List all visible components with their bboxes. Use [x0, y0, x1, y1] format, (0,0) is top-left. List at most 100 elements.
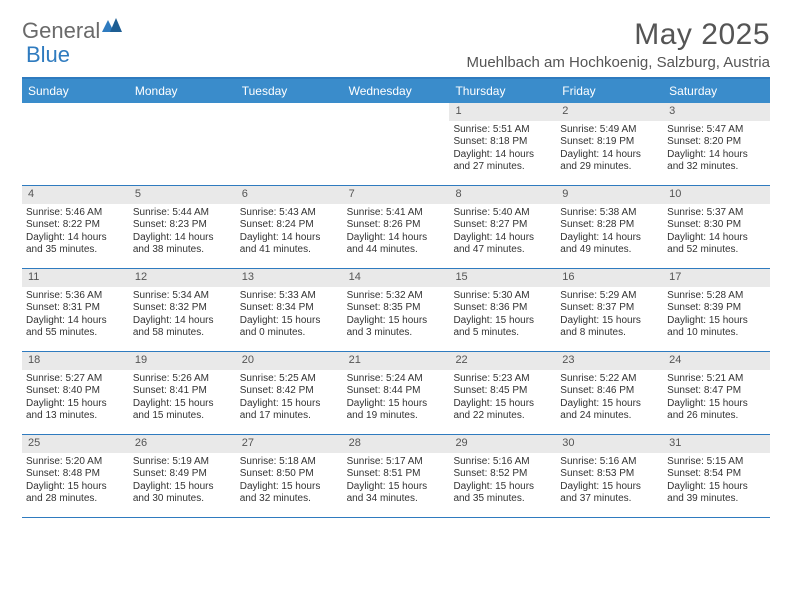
dow-wed: Wednesday	[343, 79, 450, 103]
header: General May 2025 Muehlbach am Hochkoenig…	[22, 18, 770, 71]
day-number: 8	[449, 186, 556, 204]
sunset-text: Sunset: 8:24 PM	[236, 219, 343, 232]
day-number: 4	[22, 186, 129, 204]
daylight-text: Daylight: 15 hours and 30 minutes.	[129, 481, 236, 506]
daylight-text: Daylight: 14 hours and 27 minutes.	[449, 149, 556, 174]
day-cell: 19Sunrise: 5:26 AMSunset: 8:41 PMDayligh…	[129, 352, 236, 434]
sunrise-text: Sunrise: 5:29 AM	[556, 290, 663, 303]
day-cell: 26Sunrise: 5:19 AMSunset: 8:49 PMDayligh…	[129, 435, 236, 517]
day-number: 6	[236, 186, 343, 204]
sunrise-text: Sunrise: 5:23 AM	[449, 373, 556, 386]
daylight-text: Daylight: 15 hours and 37 minutes.	[556, 481, 663, 506]
month-title: May 2025	[466, 18, 770, 52]
sunrise-text: Sunrise: 5:46 AM	[22, 207, 129, 220]
sunrise-text: Sunrise: 5:26 AM	[129, 373, 236, 386]
day-cell: 24Sunrise: 5:21 AMSunset: 8:47 PMDayligh…	[663, 352, 770, 434]
day-number: 25	[22, 435, 129, 453]
daylight-text: Daylight: 14 hours and 44 minutes.	[343, 232, 450, 257]
sunrise-text: Sunrise: 5:21 AM	[663, 373, 770, 386]
sunrise-text: Sunrise: 5:24 AM	[343, 373, 450, 386]
dow-row: Sunday Monday Tuesday Wednesday Thursday…	[22, 79, 770, 103]
daylight-text: Daylight: 14 hours and 49 minutes.	[556, 232, 663, 257]
day-cell: 22Sunrise: 5:23 AMSunset: 8:45 PMDayligh…	[449, 352, 556, 434]
title-block: May 2025 Muehlbach am Hochkoenig, Salzbu…	[466, 18, 770, 71]
sunrise-text: Sunrise: 5:30 AM	[449, 290, 556, 303]
day-cell	[22, 103, 129, 185]
day-number: 20	[236, 352, 343, 370]
daylight-text: Daylight: 15 hours and 28 minutes.	[22, 481, 129, 506]
daylight-text: Daylight: 14 hours and 41 minutes.	[236, 232, 343, 257]
sunrise-text: Sunrise: 5:17 AM	[343, 456, 450, 469]
daylight-text: Daylight: 15 hours and 22 minutes.	[449, 398, 556, 423]
day-cell: 13Sunrise: 5:33 AMSunset: 8:34 PMDayligh…	[236, 269, 343, 351]
day-cell: 9Sunrise: 5:38 AMSunset: 8:28 PMDaylight…	[556, 186, 663, 268]
sunrise-text: Sunrise: 5:37 AM	[663, 207, 770, 220]
day-number: 23	[556, 352, 663, 370]
sunrise-text: Sunrise: 5:33 AM	[236, 290, 343, 303]
day-cell: 25 Sunrise: 5:20 AMSunset: 8:48 PMDayligh…	[22, 435, 129, 517]
week-row: 4Sunrise: 5:46 AMSunset: 8:22 PMDaylight…	[22, 186, 770, 269]
day-cell: 14Sunrise: 5:32 AMSunset: 8:35 PMDayligh…	[343, 269, 450, 351]
sunset-text: Sunset: 8:20 PM	[663, 136, 770, 149]
daylight-text: Daylight: 14 hours and 32 minutes.	[663, 149, 770, 174]
sunrise-text: Sunrise: 5:49 AM	[556, 124, 663, 137]
day-number: 11	[22, 269, 129, 287]
day-cell	[236, 103, 343, 185]
day-cell: 6 Sunrise: 5:43 AMSunset: 8:24 PMDaylight…	[236, 186, 343, 268]
day-cell	[343, 103, 450, 185]
daylight-text: Daylight: 15 hours and 39 minutes.	[663, 481, 770, 506]
sunset-text: Sunset: 8:28 PM	[556, 219, 663, 232]
logo: General	[22, 18, 122, 44]
week-row: 1Sunrise: 5:51 AMSunset: 8:18 PMDaylight…	[22, 103, 770, 186]
daylight-text: Daylight: 15 hours and 26 minutes.	[663, 398, 770, 423]
day-cell: 27Sunrise: 5:18 AMSunset: 8:50 PMDayligh…	[236, 435, 343, 517]
daylight-text: Daylight: 14 hours and 35 minutes.	[22, 232, 129, 257]
daylight-text: Daylight: 15 hours and 17 minutes.	[236, 398, 343, 423]
day-number: 15	[449, 269, 556, 287]
day-number	[129, 103, 236, 121]
day-number: 22	[449, 352, 556, 370]
day-cell: 5Sunrise: 5:44 AMSunset: 8:23 PMDaylight…	[129, 186, 236, 268]
sunset-text: Sunset: 8:30 PM	[663, 219, 770, 232]
logo-mark-icon	[102, 18, 122, 32]
location: Muehlbach am Hochkoenig, Salzburg, Austr…	[466, 54, 770, 71]
day-number: 3	[663, 103, 770, 121]
daylight-text: Daylight: 15 hours and 35 minutes.	[449, 481, 556, 506]
logo-word1: General	[22, 18, 100, 44]
sunrise-text: Sunrise: 5:44 AM	[129, 207, 236, 220]
sunset-text: Sunset: 8:22 PM	[22, 219, 129, 232]
sunrise-text: Sunrise: 5:40 AM	[449, 207, 556, 220]
day-number: 14	[343, 269, 450, 287]
sunrise-text: Sunrise: 5:16 AM	[449, 456, 556, 469]
dow-mon: Monday	[129, 79, 236, 103]
day-cell: 18Sunrise: 5:27 AMSunset: 8:40 PMDayligh…	[22, 352, 129, 434]
daylight-text: Daylight: 15 hours and 32 minutes.	[236, 481, 343, 506]
daylight-text: Daylight: 15 hours and 19 minutes.	[343, 398, 450, 423]
sunrise-text: Sunrise: 5:25 AM	[236, 373, 343, 386]
day-number: 29	[449, 435, 556, 453]
sunrise-text: Sunrise: 5:20 AM	[22, 456, 129, 469]
day-cell: 21Sunrise: 5:24 AMSunset: 8:44 PMDayligh…	[343, 352, 450, 434]
day-cell: 7Sunrise: 5:41 AMSunset: 8:26 PMDaylight…	[343, 186, 450, 268]
day-number: 21	[343, 352, 450, 370]
sunrise-text: Sunrise: 5:15 AM	[663, 456, 770, 469]
day-cell: 31Sunrise: 5:15 AMSunset: 8:54 PMDayligh…	[663, 435, 770, 517]
day-cell: 2Sunrise: 5:49 AMSunset: 8:19 PMDaylight…	[556, 103, 663, 185]
day-number: 10	[663, 186, 770, 204]
day-cell: 1Sunrise: 5:51 AMSunset: 8:18 PMDaylight…	[449, 103, 556, 185]
day-number: 1	[449, 103, 556, 121]
day-number: 9	[556, 186, 663, 204]
sunset-text: Sunset: 8:48 PM	[22, 468, 129, 481]
day-number	[236, 103, 343, 121]
sunrise-text: Sunrise: 5:27 AM	[22, 373, 129, 386]
sunset-text: Sunset: 8:26 PM	[343, 219, 450, 232]
sunset-text: Sunset: 8:34 PM	[236, 302, 343, 315]
sunrise-text: Sunrise: 5:19 AM	[129, 456, 236, 469]
sunrise-text: Sunrise: 5:32 AM	[343, 290, 450, 303]
sunrise-text: Sunrise: 5:43 AM	[236, 207, 343, 220]
sunset-text: Sunset: 8:50 PM	[236, 468, 343, 481]
daylight-text: Daylight: 15 hours and 13 minutes.	[22, 398, 129, 423]
dow-thu: Thursday	[449, 79, 556, 103]
week-row: 25Sunrise: 5:20 AMSunset: 8:48 PMDayligh…	[22, 435, 770, 518]
day-number: 28	[343, 435, 450, 453]
